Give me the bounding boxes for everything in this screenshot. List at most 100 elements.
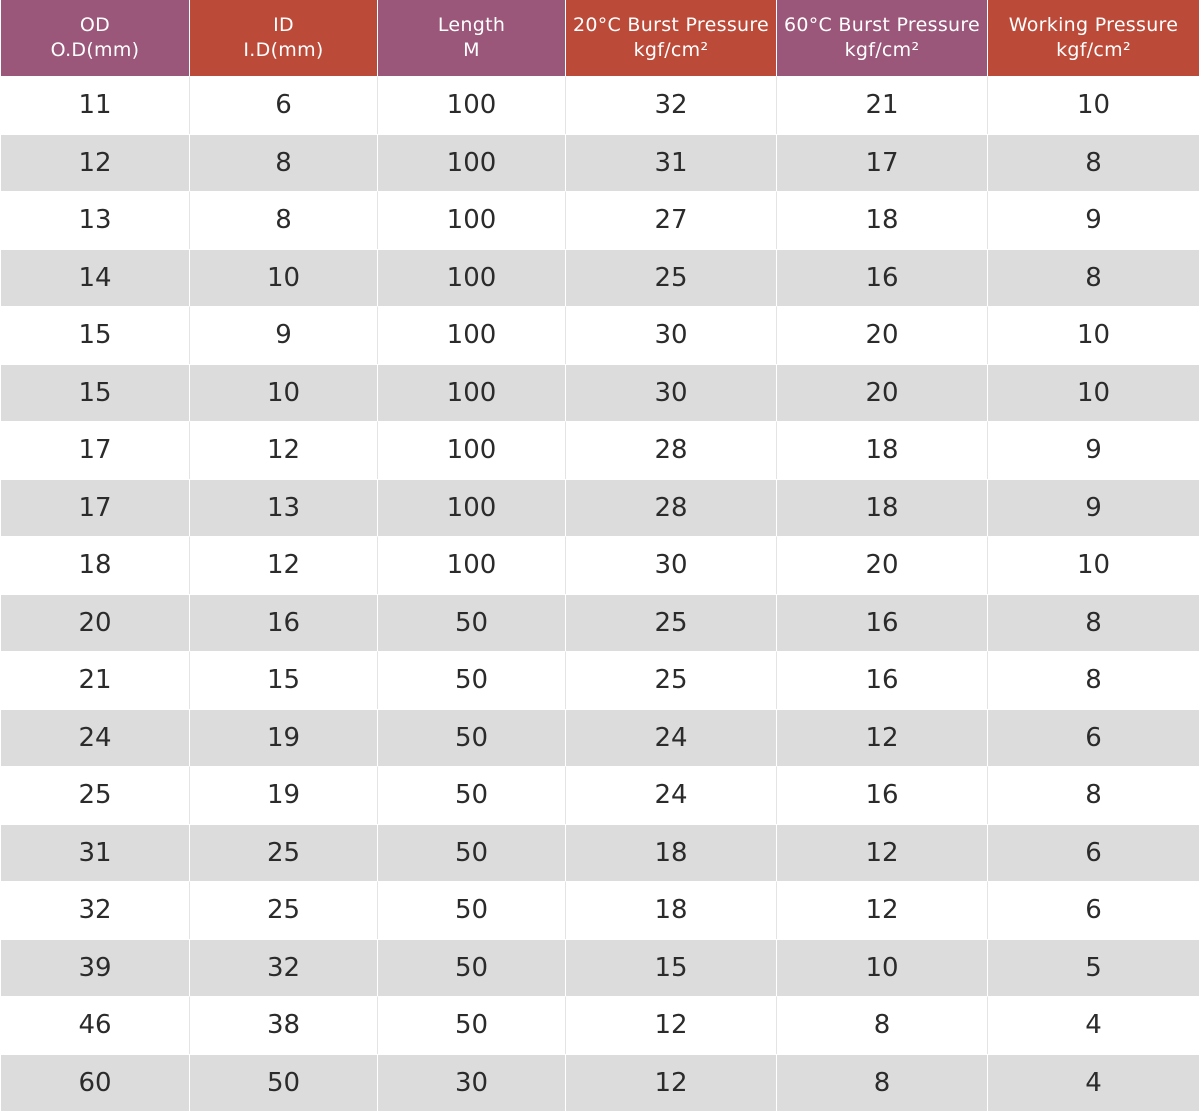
cell-working-pressure: 8: [988, 766, 1199, 824]
cell-id: 50: [190, 1054, 378, 1111]
cell-length: 50: [378, 766, 566, 824]
table-row: 39 32 50 15 10 5: [1, 939, 1199, 997]
cell-burst-20c: 30: [566, 536, 777, 594]
cell-working-pressure: 8: [988, 134, 1199, 192]
cell-id: 12: [190, 421, 378, 479]
cell-working-pressure: 6: [988, 709, 1199, 767]
cell-burst-20c: 32: [566, 76, 777, 134]
header-burst-60c-unit: kgf/cm²: [777, 38, 987, 63]
cell-burst-60c: 18: [777, 479, 988, 537]
table-row: 46 38 50 12 8 4: [1, 996, 1199, 1054]
cell-burst-20c: 28: [566, 479, 777, 537]
cell-burst-60c: 16: [777, 594, 988, 652]
cell-length: 100: [378, 76, 566, 134]
header-length: Length M: [378, 0, 566, 76]
cell-length: 100: [378, 364, 566, 422]
cell-od: 17: [1, 421, 190, 479]
cell-od: 60: [1, 1054, 190, 1111]
cell-burst-20c: 24: [566, 709, 777, 767]
table-row: 24 19 50 24 12 6: [1, 709, 1199, 767]
cell-od: 15: [1, 364, 190, 422]
cell-od: 13: [1, 191, 190, 249]
table-row: 21 15 50 25 16 8: [1, 651, 1199, 709]
cell-length: 100: [378, 536, 566, 594]
header-id: ID I.D(mm): [190, 0, 378, 76]
cell-length: 100: [378, 249, 566, 307]
header-od-unit: O.D(mm): [1, 38, 189, 63]
table-row: 32 25 50 18 12 6: [1, 881, 1199, 939]
header-working-pressure-title: Working Pressure: [988, 13, 1199, 38]
table-row: 20 16 50 25 16 8: [1, 594, 1199, 652]
table-body: 11 6 100 32 21 10 12 8 100 31 17 8 13 8 …: [1, 76, 1199, 1111]
table-row: 31 25 50 18 12 6: [1, 824, 1199, 882]
cell-burst-20c: 30: [566, 306, 777, 364]
cell-id: 8: [190, 134, 378, 192]
cell-burst-60c: 10: [777, 939, 988, 997]
cell-od: 39: [1, 939, 190, 997]
cell-length: 50: [378, 996, 566, 1054]
cell-working-pressure: 9: [988, 479, 1199, 537]
table-row: 15 9 100 30 20 10: [1, 306, 1199, 364]
cell-burst-60c: 18: [777, 421, 988, 479]
cell-length: 100: [378, 191, 566, 249]
header-burst-60c-title: 60°C Burst Pressure: [777, 13, 987, 38]
cell-burst-60c: 12: [777, 709, 988, 767]
cell-burst-20c: 25: [566, 594, 777, 652]
cell-od: 21: [1, 651, 190, 709]
cell-burst-20c: 12: [566, 1054, 777, 1111]
cell-working-pressure: 10: [988, 306, 1199, 364]
cell-id: 9: [190, 306, 378, 364]
header-burst-20c-unit: kgf/cm²: [566, 38, 776, 63]
header-burst-60c: 60°C Burst Pressure kgf/cm²: [777, 0, 988, 76]
cell-working-pressure: 6: [988, 824, 1199, 882]
cell-burst-60c: 20: [777, 536, 988, 594]
header-od-title: OD: [1, 13, 189, 38]
cell-burst-60c: 17: [777, 134, 988, 192]
cell-length: 50: [378, 709, 566, 767]
cell-working-pressure: 5: [988, 939, 1199, 997]
cell-id: 19: [190, 709, 378, 767]
cell-working-pressure: 8: [988, 249, 1199, 307]
table-row: 25 19 50 24 16 8: [1, 766, 1199, 824]
cell-od: 20: [1, 594, 190, 652]
cell-id: 38: [190, 996, 378, 1054]
cell-working-pressure: 8: [988, 651, 1199, 709]
cell-burst-60c: 16: [777, 249, 988, 307]
cell-burst-60c: 12: [777, 881, 988, 939]
header-burst-20c-title: 20°C Burst Pressure: [566, 13, 776, 38]
header-id-title: ID: [190, 13, 377, 38]
cell-length: 50: [378, 824, 566, 882]
table-row: 17 13 100 28 18 9: [1, 479, 1199, 537]
cell-id: 12: [190, 536, 378, 594]
cell-id: 10: [190, 364, 378, 422]
table-row: 14 10 100 25 16 8: [1, 249, 1199, 307]
cell-working-pressure: 10: [988, 536, 1199, 594]
cell-od: 12: [1, 134, 190, 192]
cell-working-pressure: 6: [988, 881, 1199, 939]
cell-working-pressure: 4: [988, 996, 1199, 1054]
cell-length: 100: [378, 134, 566, 192]
cell-length: 50: [378, 939, 566, 997]
header-length-unit: M: [378, 38, 565, 63]
cell-working-pressure: 8: [988, 594, 1199, 652]
cell-working-pressure: 10: [988, 364, 1199, 422]
cell-burst-20c: 25: [566, 249, 777, 307]
cell-working-pressure: 4: [988, 1054, 1199, 1111]
cell-id: 32: [190, 939, 378, 997]
cell-id: 8: [190, 191, 378, 249]
cell-length: 100: [378, 479, 566, 537]
cell-id: 6: [190, 76, 378, 134]
cell-od: 46: [1, 996, 190, 1054]
cell-burst-60c: 18: [777, 191, 988, 249]
table-row: 60 50 30 12 8 4: [1, 1054, 1199, 1111]
cell-burst-60c: 21: [777, 76, 988, 134]
cell-od: 18: [1, 536, 190, 594]
cell-id: 10: [190, 249, 378, 307]
cell-od: 24: [1, 709, 190, 767]
cell-burst-20c: 18: [566, 881, 777, 939]
cell-burst-20c: 25: [566, 651, 777, 709]
cell-length: 100: [378, 421, 566, 479]
cell-burst-60c: 16: [777, 766, 988, 824]
cell-length: 30: [378, 1054, 566, 1111]
